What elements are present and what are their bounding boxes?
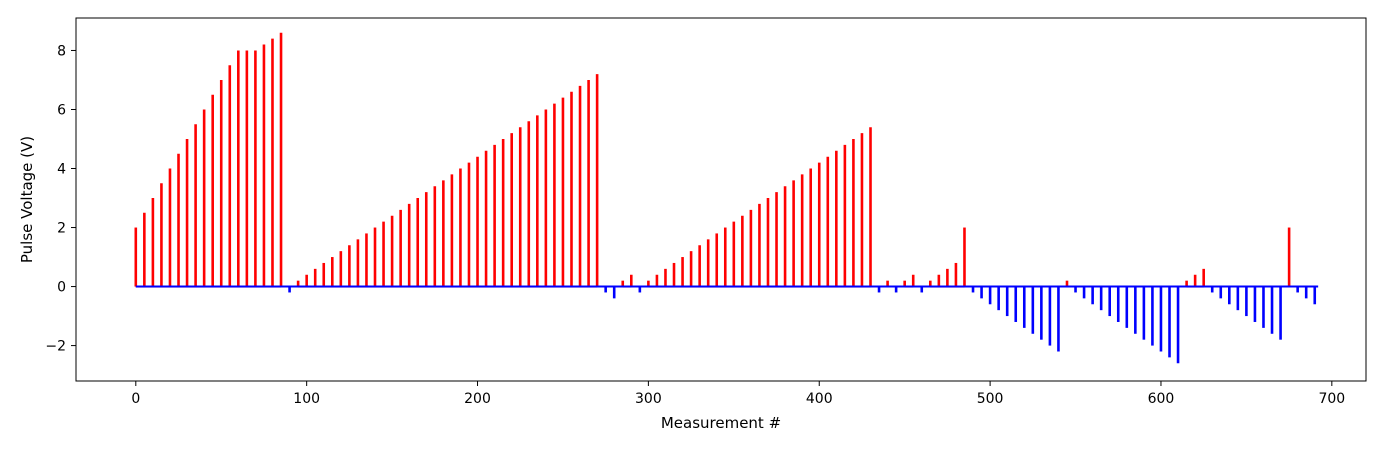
stem-series: [134, 32, 1317, 364]
y-axis-ticks: −2 0 2 4 6 8: [45, 43, 76, 355]
x-tick-label-700: 700: [1318, 391, 1345, 407]
x-tick-label-600: 600: [1148, 391, 1175, 407]
x-axis-label: Measurement #: [661, 414, 781, 432]
x-tick-label-400: 400: [806, 391, 833, 407]
y-tick-label-6: 6: [57, 102, 66, 118]
x-tick-label-100: 100: [293, 391, 320, 407]
y-tick-label-8: 8: [57, 43, 66, 59]
y-tick-label-4: 4: [57, 162, 66, 178]
x-tick-label-300: 300: [635, 391, 662, 407]
plot-area-frame: [75, 17, 1367, 382]
y-tick-label-2: 2: [57, 221, 66, 237]
y-tick-label--2: −2: [45, 339, 66, 355]
x-tick-label-500: 500: [977, 391, 1004, 407]
x-tick-label-200: 200: [464, 391, 491, 407]
x-tick-label-0: 0: [131, 391, 140, 407]
y-tick-label-0: 0: [57, 280, 66, 296]
y-axis-label: Pulse Voltage (V): [18, 136, 36, 263]
x-axis-ticks: 0 100 200 300 400 500 600 700: [131, 381, 1345, 407]
